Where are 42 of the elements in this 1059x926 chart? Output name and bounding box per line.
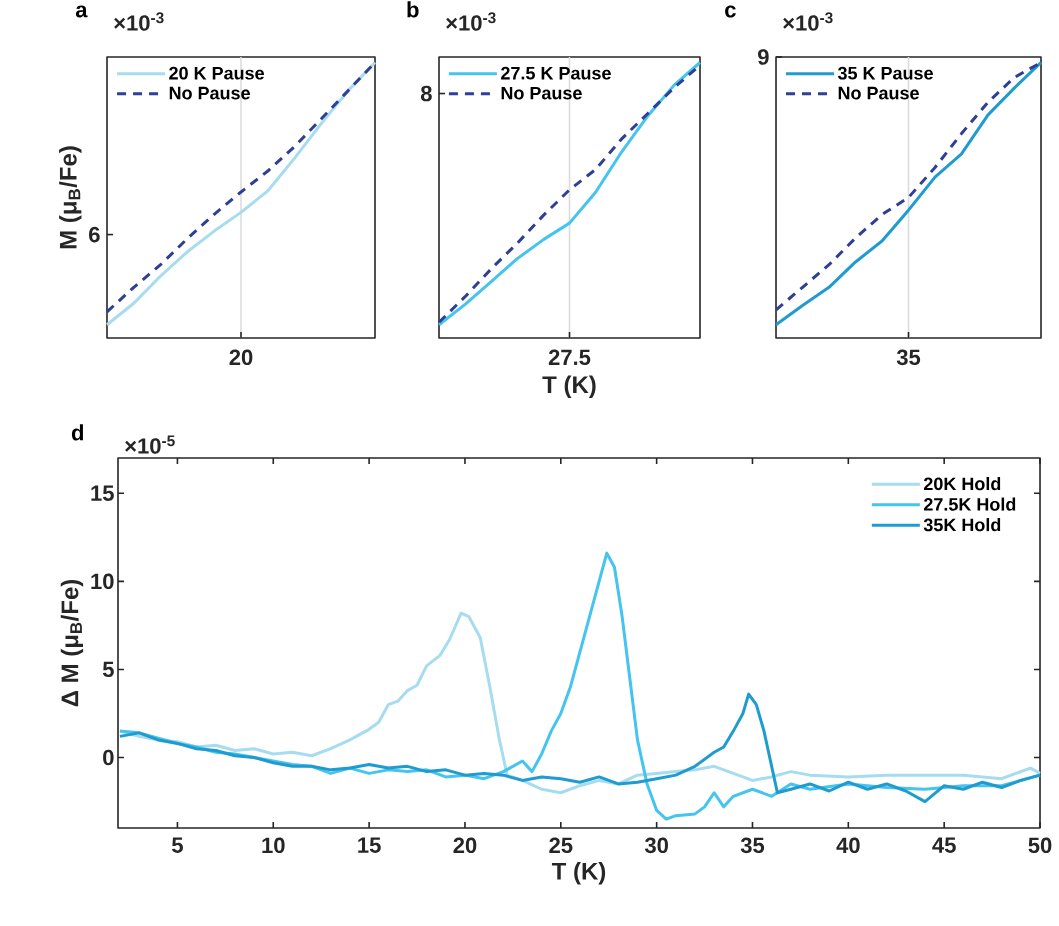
x-axis-title: T (K) <box>542 375 596 398</box>
legend-label: 27.5K Hold <box>923 497 1016 511</box>
x-tick-label: 50 <box>1028 837 1052 854</box>
legend-label: 20 K Pause <box>169 66 264 80</box>
x-tick-label: 40 <box>836 837 860 854</box>
x-tick-label: 10 <box>262 837 285 854</box>
text: ×10$^{-3}$ <box>446 12 496 31</box>
x-tick-label: 30 <box>644 837 668 854</box>
text: ×10$^{-3}$ <box>783 12 833 31</box>
x-tick-label: 5 <box>171 837 183 853</box>
legend-label: No Pause <box>169 86 250 100</box>
legend-label: No Pause <box>838 86 919 100</box>
y-axis-title: M (μ$_{B}$/Fe) <box>59 146 82 249</box>
legend-label: 35K Hold <box>923 518 1001 532</box>
y-tick-label: 5 <box>102 661 114 678</box>
legend-label: 27.5 K Pause <box>501 66 611 80</box>
text: 9 <box>758 49 769 65</box>
legend-label: No Pause <box>501 86 582 100</box>
y-axis-title: Δ M (μ$_{B}$/Fe) <box>60 579 84 707</box>
chart-title: b <box>407 1 419 18</box>
text: ×10$^{-5}$ <box>125 435 175 454</box>
text: 6 <box>89 226 100 243</box>
chart-title: c <box>725 5 736 18</box>
x-axis-title: T (K) <box>551 862 606 885</box>
x-tick-label: 25 <box>549 837 573 854</box>
x-tick-label: 35 <box>740 837 765 854</box>
x-tick-label: 45 <box>932 837 956 853</box>
text: 8 <box>420 85 432 102</box>
x-tick-label: 15 <box>358 837 381 853</box>
legend-label: 20K Hold <box>923 476 1001 491</box>
legend-label: 35 K Pause <box>837 66 933 80</box>
chart-title: d <box>71 424 84 441</box>
line-series <box>118 692 1042 804</box>
text: 35 <box>896 349 921 366</box>
y-tick-label: 10 <box>91 573 114 590</box>
text: 20 <box>229 349 253 366</box>
y-tick-label: 15 <box>91 485 114 501</box>
text: ×10$^{-3}$ <box>114 12 164 31</box>
text: 27.5 <box>548 349 591 366</box>
x-tick-label: 20 <box>453 837 477 854</box>
chart-title: a <box>75 5 88 18</box>
y-tick-label: 0 <box>103 749 114 766</box>
